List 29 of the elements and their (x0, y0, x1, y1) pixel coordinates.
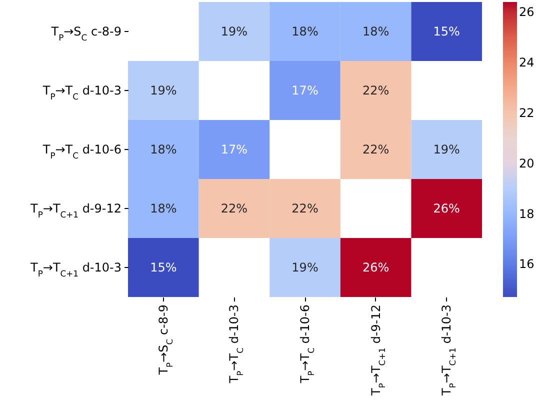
data-label: 18% (292, 24, 318, 38)
y-tick-label: T$_{P}$→S$_{C}$ c-8-9 (50, 24, 122, 42)
data-label: 22% (362, 142, 390, 156)
data-label: 19% (150, 84, 177, 98)
data-label: 18% (150, 202, 177, 216)
y-tick-label: T$_{P}$→T$_{C+1}$ d-9-12 (30, 202, 122, 220)
color-bar-label: 22 (519, 106, 534, 120)
data-label: 19% (433, 142, 460, 156)
data-label: 22% (362, 84, 390, 98)
data-label: 22% (220, 202, 248, 216)
color-bar-label: 20 (519, 156, 534, 170)
data-label: 26% (433, 202, 460, 216)
color-bar-label: 24 (519, 56, 534, 70)
data-label: 22% (292, 202, 318, 216)
color-bar-label: 18 (519, 206, 534, 221)
y-tick-label: T$_{P}$→T$_{C}$ d-10-6 (42, 142, 122, 160)
data-label: 17% (292, 84, 318, 98)
data-label: 15% (433, 24, 460, 38)
data-label: 18% (362, 24, 390, 38)
data-label: 26% (362, 260, 390, 274)
data-label: 15% (150, 260, 177, 274)
y-tick-label: T$_{P}$→T$_{C}$ d-10-3 (42, 84, 122, 102)
color-bar-label: 26 (519, 5, 534, 20)
data-label: 19% (220, 24, 248, 38)
color-bar-label: 16 (519, 257, 534, 272)
data-label: 19% (292, 260, 318, 274)
data-label: 17% (220, 142, 248, 156)
data-label: 18% (150, 142, 177, 156)
y-tick-label: T$_{P}$→T$_{C+1}$ d-10-3 (30, 260, 122, 278)
